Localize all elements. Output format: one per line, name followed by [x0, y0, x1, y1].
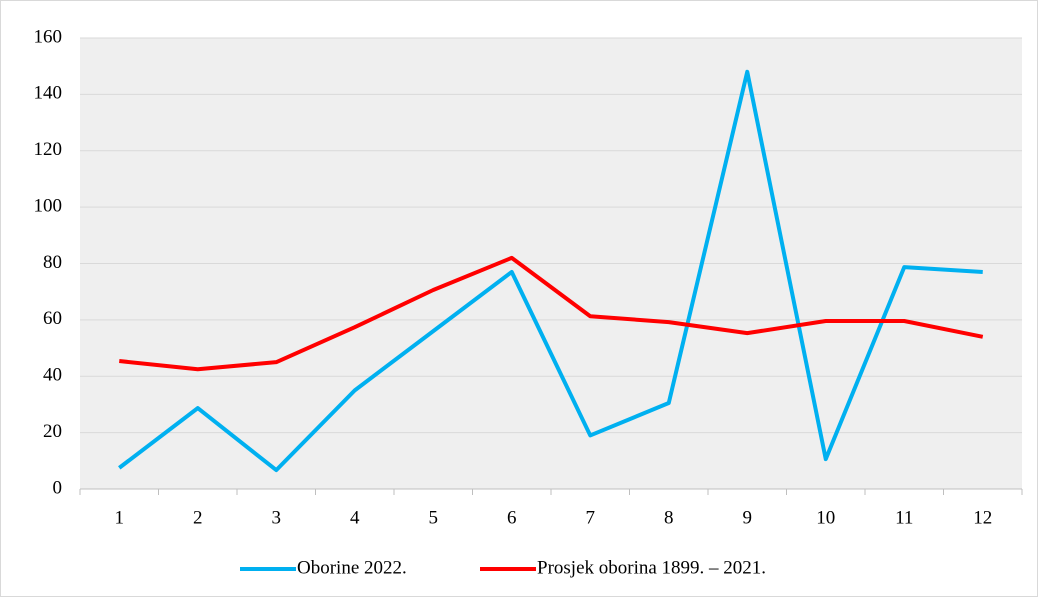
x-tick-label: 11	[895, 507, 913, 528]
x-tick-label: 10	[816, 507, 835, 528]
x-tick-label: 8	[664, 507, 674, 528]
y-tick-label: 40	[43, 365, 62, 386]
y-tick-label: 160	[34, 26, 63, 47]
y-tick-label: 20	[43, 421, 62, 442]
x-tick-label: 6	[507, 507, 517, 528]
x-tick-label: 5	[429, 507, 439, 528]
y-tick-label: 100	[34, 195, 63, 216]
x-tick-label: 1	[115, 507, 125, 528]
legend-label: Oborine 2022.	[297, 557, 407, 578]
x-tick-label: 9	[743, 507, 753, 528]
y-tick-label: 140	[34, 83, 63, 104]
legend-label: Prosjek oborina 1899. – 2021.	[537, 557, 766, 578]
y-tick-label: 0	[53, 477, 63, 498]
y-tick-label: 80	[43, 252, 62, 273]
series-line	[119, 255, 984, 372]
x-tick-label: 4	[350, 507, 360, 528]
series-line	[118, 69, 983, 473]
y-tick-label: 60	[43, 308, 62, 329]
x-tick-label: 12	[973, 507, 992, 528]
x-tick-label: 3	[272, 507, 282, 528]
x-tick-label: 7	[586, 507, 596, 528]
x-tick-label: 2	[193, 507, 203, 528]
y-tick-label: 120	[34, 139, 63, 160]
